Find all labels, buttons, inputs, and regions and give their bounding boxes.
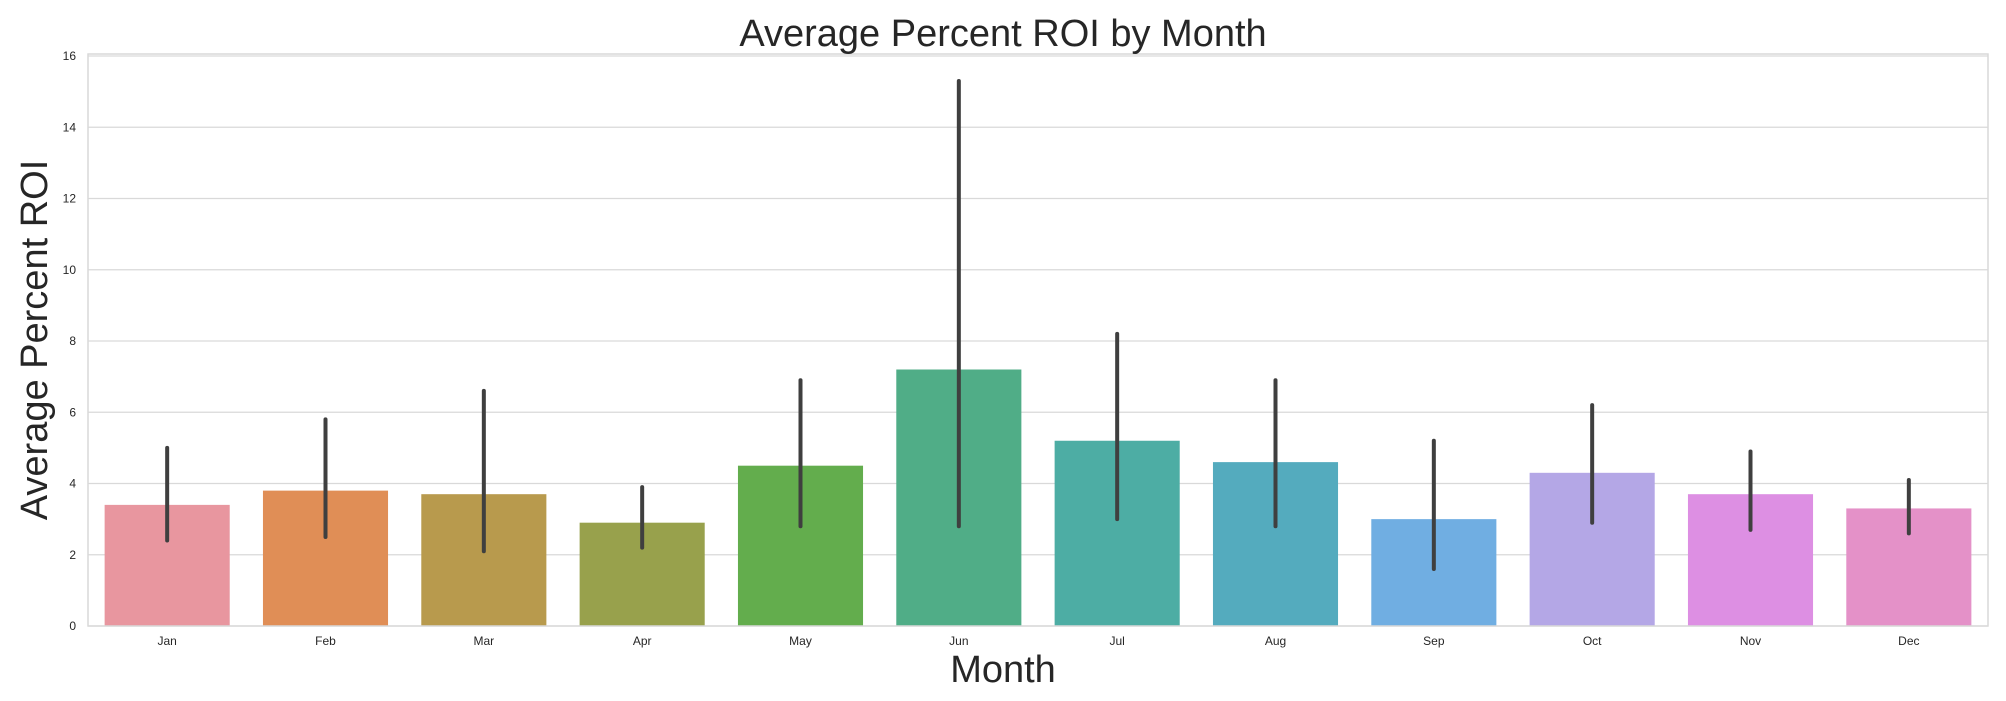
x-tick-label: Jul <box>1109 634 1124 648</box>
x-tick-label: Apr <box>633 634 652 648</box>
error-bars <box>165 78 1911 571</box>
y-tick-label: 8 <box>69 334 76 348</box>
bar-series <box>104 369 1972 626</box>
x-tick-label: Sep <box>1423 634 1445 648</box>
x-tick-label: Oct <box>1583 634 1602 648</box>
y-tick-label: 4 <box>69 477 76 491</box>
x-tick-label: Jan <box>157 634 176 648</box>
x-axis-label: Month <box>950 649 1056 691</box>
y-tick-label: 16 <box>63 49 77 63</box>
y-tick-label: 12 <box>63 192 77 206</box>
x-tick-label: Dec <box>1898 634 1919 648</box>
x-tick-label: Jun <box>949 634 968 648</box>
chart-title: Average Percent ROI by Month <box>739 13 1266 55</box>
x-tick-label: Nov <box>1740 634 1761 648</box>
y-tick-label: 10 <box>63 263 77 277</box>
grid-lines <box>88 55 1988 627</box>
y-tick-labels: 0 2 4 6 8 10 12 14 16 <box>63 49 77 633</box>
x-tick-label: Mar <box>473 634 494 648</box>
y-tick-label: 0 <box>69 619 76 633</box>
y-tick-label: 14 <box>63 120 77 134</box>
plot-area <box>87 53 1989 627</box>
x-tick-labels: Jan Feb Mar Apr May Jun Jul Aug Sep Oct Nov Dec <box>157 634 1919 648</box>
x-tick-label: Aug <box>1265 634 1286 648</box>
y-axis-label: Average Percent ROI <box>14 160 56 520</box>
x-tick-label: Feb <box>315 634 336 648</box>
y-tick-label: 6 <box>69 405 76 419</box>
x-tick-label: May <box>789 634 812 648</box>
y-tick-label: 2 <box>69 548 76 562</box>
